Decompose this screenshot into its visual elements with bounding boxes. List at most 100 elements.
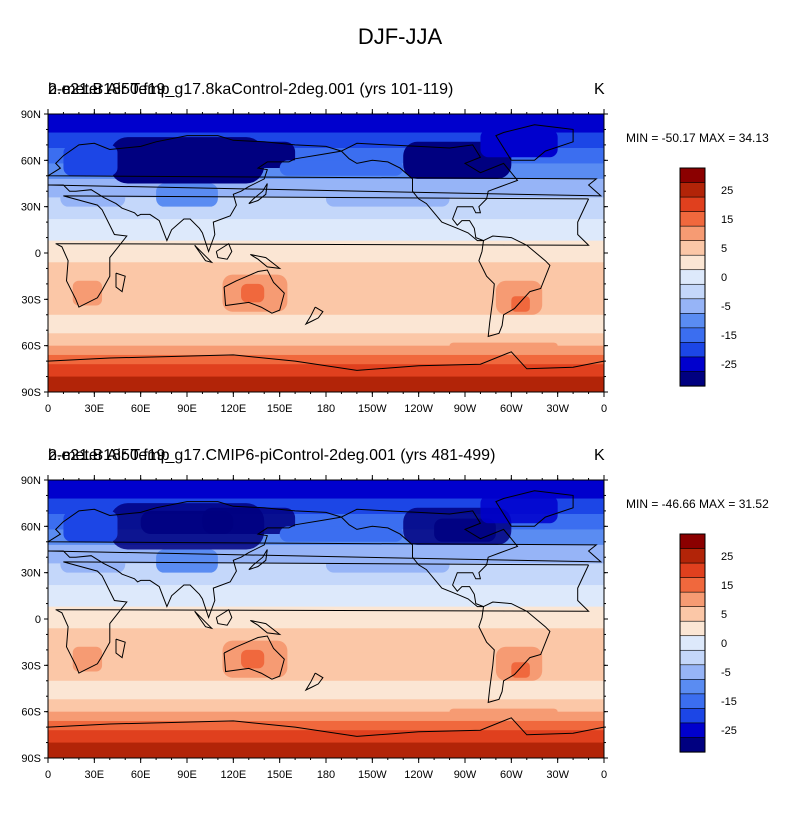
- colorbar-label: 5: [721, 609, 727, 621]
- colorbar-swatch: [679, 298, 706, 314]
- min-max-label: MIN = -50.17 MAX = 34.13: [626, 131, 769, 145]
- latitude-tick-label: 90N: [21, 475, 41, 487]
- colorbar-swatch: [679, 606, 706, 622]
- colorbar-label: 25: [721, 551, 733, 563]
- map-panel-top: 2-meter Air Temp b.e21.B1850.f19_g17.8ka…: [0, 81, 800, 450]
- coastline: [304, 306, 324, 326]
- colorbar-label: 5: [721, 243, 727, 255]
- latitude-tick-label: 60S: [21, 707, 41, 719]
- temperature-region: [434, 518, 496, 542]
- temperature-band: [48, 730, 604, 744]
- temperature-region: [156, 183, 218, 207]
- colorbar-swatch: [679, 269, 706, 285]
- longitude-tick-label: 90W: [454, 403, 477, 415]
- longitude-tick-label: 60E: [131, 769, 151, 781]
- temperature-region: [241, 649, 265, 669]
- temperature-map: 90N 60N 30N 0 30S 60S 90S 0 30E 60E 90E 120E 150E 180…: [21, 475, 737, 781]
- temperature-band: [48, 742, 604, 758]
- temperature-region: [156, 549, 218, 573]
- temperature-band: [48, 480, 604, 500]
- colorbar-swatch: [679, 664, 706, 680]
- latitude-tick-label: 0: [35, 248, 41, 260]
- longitude-tick-label: 30W: [546, 769, 569, 781]
- temperature-region: [434, 152, 496, 176]
- latitude-tick-label: 60S: [21, 341, 41, 353]
- longitude-tick-label: 150E: [267, 769, 293, 781]
- map-field: [48, 114, 604, 392]
- coastline: [215, 608, 233, 626]
- map-field: [48, 480, 604, 758]
- temperature-region: [326, 191, 450, 207]
- latitude-tick-label: 30S: [21, 660, 41, 672]
- colorbar-swatch: [679, 240, 706, 256]
- units-label: K: [594, 81, 605, 98]
- coastline: [495, 490, 574, 527]
- longitude-tick-label: 0: [45, 403, 51, 415]
- case-title: b.e21.B1850.f19_g17.8kaControl-2deg.001 …: [48, 81, 454, 98]
- colorbar-label: 25: [721, 185, 733, 197]
- temperature-band: [48, 354, 604, 365]
- temperature-band: [48, 364, 604, 378]
- colorbar-label: -5: [721, 301, 731, 313]
- colorbar-swatch: [679, 722, 706, 739]
- map-panel-bottom: 2-meter Air Temp b.e21.B1850.f19_g17.CMI…: [0, 447, 800, 816]
- temperature-region: [63, 144, 118, 176]
- longitude-tick-label: 0: [601, 403, 607, 415]
- latitude-tick-label: 90N: [21, 109, 41, 121]
- colorbar-label: 0: [721, 638, 727, 650]
- colorbar: 25 15 5 0 -5 -15 -25: [679, 167, 737, 387]
- temperature-band: [48, 563, 604, 586]
- temperature-region: [60, 183, 126, 207]
- min-max-label: MIN = -46.66 MAX = 31.52: [626, 497, 769, 511]
- coastline: [223, 635, 285, 680]
- latitude-tick-label: 30N: [21, 202, 41, 214]
- colorbar-swatch: [679, 562, 706, 579]
- colorbar-swatch: [679, 167, 706, 184]
- longitude-tick-label: 120E: [220, 769, 246, 781]
- coastline: [478, 601, 551, 704]
- latitude-tick-label: 30N: [21, 568, 41, 580]
- colorbar-swatch: [679, 327, 706, 344]
- colorbar-label: -15: [721, 330, 737, 342]
- temperature-band: [48, 585, 604, 608]
- colorbar-label: 15: [721, 214, 733, 226]
- temperature-band: [48, 197, 604, 220]
- longitude-tick-label: 120W: [404, 403, 433, 415]
- colorbar-swatch: [679, 635, 706, 651]
- longitude-tick-label: 180: [317, 403, 335, 415]
- colorbar-swatch: [679, 313, 706, 329]
- colorbar-swatch: [679, 283, 706, 300]
- temperature-band: [48, 711, 604, 722]
- colorbar: 25 15 5 0 -5 -15 -25: [679, 533, 737, 753]
- temperature-region: [279, 160, 404, 176]
- temperature-band: [48, 219, 604, 242]
- colorbar-swatch: [679, 225, 706, 242]
- temperature-region: [511, 296, 530, 312]
- temperature-band: [48, 720, 604, 731]
- variable-title: 2-meter Air Temp: [48, 81, 170, 98]
- coastline: [48, 351, 604, 371]
- coastline: [55, 561, 590, 674]
- latitude-tick-label: 90S: [21, 753, 41, 765]
- colorbar-swatch: [679, 182, 706, 198]
- colorbar-swatch: [679, 533, 706, 550]
- colorbar-swatch: [679, 737, 706, 753]
- colorbar-swatch: [679, 342, 706, 358]
- colorbar-swatch: [679, 620, 706, 637]
- temperature-region: [449, 342, 558, 349]
- latitude-tick-label: 0: [35, 614, 41, 626]
- colorbar-label: -25: [721, 359, 737, 371]
- coastline: [478, 235, 551, 338]
- temperature-band: [48, 345, 604, 356]
- temperature-region: [60, 549, 126, 573]
- longitude-tick-label: 0: [45, 769, 51, 781]
- colorbar-swatch: [679, 371, 706, 387]
- figure-title: DJF-JJA: [357, 24, 443, 49]
- latitude-tick-label: 90S: [21, 387, 41, 399]
- longitude-tick-label: 60W: [500, 769, 523, 781]
- coastline: [194, 610, 214, 630]
- coastline: [194, 244, 214, 264]
- temperature-region: [63, 510, 118, 542]
- colorbar-swatch: [679, 356, 706, 373]
- coastline: [55, 195, 590, 308]
